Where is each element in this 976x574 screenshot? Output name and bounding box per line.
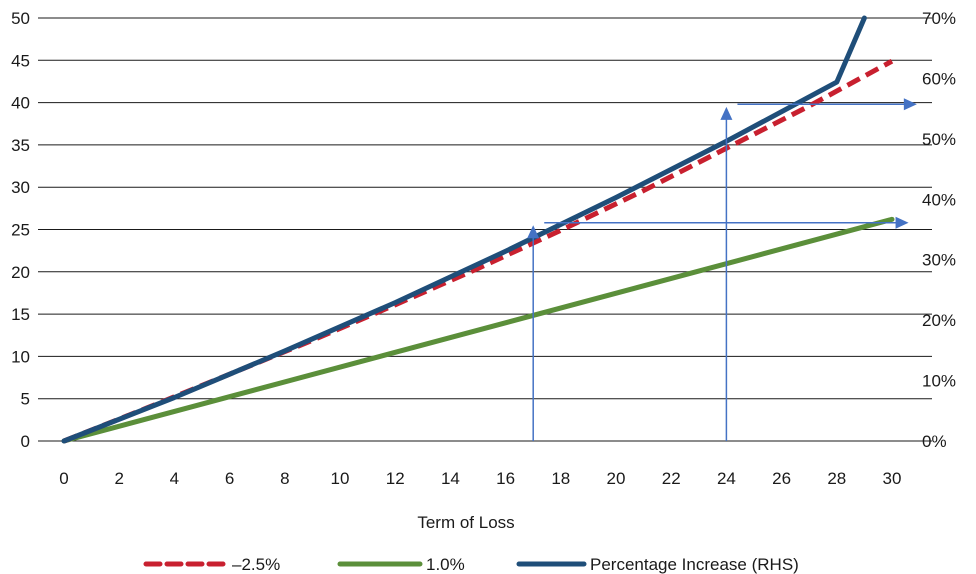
x-axis-label: Term of Loss <box>417 513 514 532</box>
x-tick-label: 20 <box>607 469 626 488</box>
x-tick-label: 18 <box>551 469 570 488</box>
x-tick-label: 6 <box>225 469 234 488</box>
y-tick-label: 0 <box>21 432 30 451</box>
legend: –2.5% 1.0% Percentage Increase (RHS) <box>143 555 799 574</box>
series-line-2 <box>61 216 895 444</box>
y-tick-label: 10 <box>11 347 30 366</box>
y2-tick-label: 10% <box>922 372 956 391</box>
series-line-3 <box>61 15 867 444</box>
y2-tick-label: 50% <box>922 130 956 149</box>
y-tick-label: 20 <box>11 263 30 282</box>
x-tick-label: 14 <box>441 469 460 488</box>
y-tick-label: 45 <box>11 51 30 70</box>
x-tick-label: 10 <box>331 469 350 488</box>
x-tick-label: 4 <box>170 469 179 488</box>
x-tick-label: 24 <box>717 469 736 488</box>
x-tick-label: 22 <box>662 469 681 488</box>
gridlines <box>38 17 932 442</box>
arrow-head <box>903 98 917 111</box>
y2-tick-label: 30% <box>922 251 956 270</box>
y2-tick-label: 40% <box>922 190 956 209</box>
legend-label-2: 1.0% <box>426 555 465 574</box>
x-tick-label: 30 <box>883 469 902 488</box>
y-tick-label: 35 <box>11 136 30 155</box>
x-axis-ticks: 0 2 4 6 8 10 12 14 16 18 20 22 24 26 28 30 <box>59 469 901 488</box>
y-tick-label: 40 <box>11 94 30 113</box>
y2-tick-label: 0% <box>922 432 947 451</box>
y-tick-label: 25 <box>11 221 30 240</box>
x-tick-label: 2 <box>114 469 123 488</box>
series-lines <box>61 15 895 444</box>
right-axis-ticks: 0% 10% 20% 30% 40% 50% 60% 70% <box>922 9 956 451</box>
arrow-head <box>527 225 540 239</box>
x-tick-label: 16 <box>496 469 515 488</box>
legend-label-1: –2.5% <box>232 555 280 574</box>
y-tick-label: 30 <box>11 178 30 197</box>
y2-tick-label: 60% <box>922 69 956 88</box>
arrow-head <box>895 216 909 229</box>
y2-tick-label: 20% <box>922 311 956 330</box>
x-tick-label: 28 <box>827 469 846 488</box>
arrow-head <box>720 106 733 120</box>
x-tick-label: 0 <box>59 469 68 488</box>
y-tick-label: 50 <box>11 9 30 28</box>
y-tick-label: 15 <box>11 305 30 324</box>
y-tick-label: 5 <box>21 390 30 409</box>
x-tick-label: 12 <box>386 469 405 488</box>
left-axis-ticks: 0 5 10 15 20 25 30 35 40 45 50 <box>11 9 30 451</box>
annotation-arrows <box>527 98 917 441</box>
legend-label-3: Percentage Increase (RHS) <box>590 555 799 574</box>
x-tick-label: 8 <box>280 469 289 488</box>
y2-tick-label: 70% <box>922 9 956 28</box>
x-tick-label: 26 <box>772 469 791 488</box>
